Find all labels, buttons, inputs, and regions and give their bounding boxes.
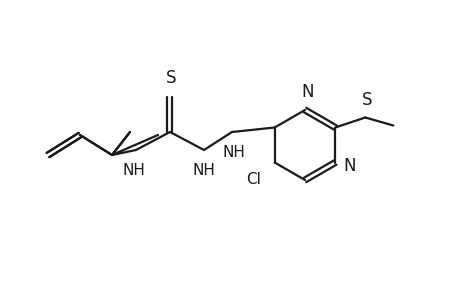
Text: S: S (361, 91, 372, 109)
Text: NH: NH (122, 163, 145, 178)
Text: NH: NH (222, 145, 245, 160)
Text: Cl: Cl (245, 172, 260, 188)
Text: N: N (342, 157, 355, 175)
Text: NH: NH (192, 163, 215, 178)
Text: S: S (165, 69, 176, 87)
Text: N: N (301, 83, 313, 101)
